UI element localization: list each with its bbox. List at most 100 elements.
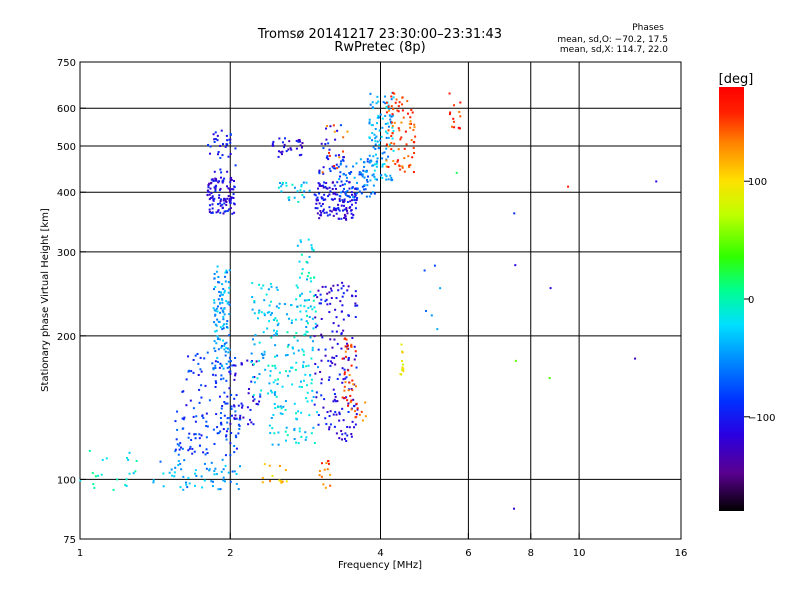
data-point <box>214 190 217 193</box>
data-point <box>229 199 232 202</box>
data-point <box>389 120 392 123</box>
data-point <box>282 405 285 408</box>
data-point <box>413 126 416 129</box>
data-point <box>311 340 314 343</box>
data-point <box>226 417 229 420</box>
data-point <box>347 369 350 372</box>
data-point <box>385 136 388 139</box>
data-point <box>351 337 354 340</box>
data-point <box>224 271 227 274</box>
data-point <box>351 199 354 202</box>
data-point <box>391 126 394 129</box>
data-point <box>213 473 216 476</box>
data-point <box>375 135 378 138</box>
data-point <box>227 360 230 363</box>
data-point <box>215 473 218 476</box>
data-point <box>268 424 271 427</box>
data-point <box>330 198 333 201</box>
data-point <box>280 153 283 156</box>
data-point <box>333 392 336 395</box>
data-point <box>93 486 96 489</box>
data-point <box>233 378 236 381</box>
data-point <box>224 454 227 457</box>
data-point <box>393 92 396 95</box>
data-point <box>94 475 97 478</box>
data-point <box>414 135 417 138</box>
data-point <box>281 385 284 388</box>
data-point <box>208 208 211 211</box>
data-point <box>345 206 348 209</box>
data-point <box>262 357 265 360</box>
data-point <box>235 473 238 476</box>
data-point <box>215 413 218 416</box>
data-point <box>285 313 288 316</box>
data-point <box>299 189 302 192</box>
data-point <box>318 302 321 305</box>
data-point <box>316 199 319 202</box>
data-point <box>316 411 319 414</box>
data-point <box>387 109 390 112</box>
data-point <box>267 364 270 367</box>
data-point <box>327 142 330 145</box>
data-point <box>342 378 345 381</box>
data-point <box>283 146 286 149</box>
data-point <box>381 152 384 155</box>
data-point <box>385 178 388 181</box>
data-point <box>350 171 353 174</box>
data-point <box>198 437 201 440</box>
data-point <box>346 434 349 437</box>
data-point <box>222 318 225 321</box>
data-point <box>221 203 224 206</box>
data-point <box>368 136 371 139</box>
data-point <box>214 313 217 316</box>
data-point <box>230 393 233 396</box>
data-point <box>366 175 369 178</box>
data-point <box>329 287 332 290</box>
data-point <box>335 163 338 166</box>
data-point <box>347 404 350 407</box>
data-point <box>312 327 315 330</box>
data-point <box>198 401 201 404</box>
data-point <box>338 200 341 203</box>
data-point <box>303 190 306 193</box>
data-point <box>293 438 296 441</box>
data-point <box>224 354 227 357</box>
data-point <box>338 175 341 178</box>
data-point <box>249 408 252 411</box>
data-point <box>203 462 206 465</box>
data-point <box>228 198 231 201</box>
data-point <box>225 362 228 365</box>
data-point <box>284 469 287 472</box>
data-point <box>332 322 335 325</box>
data-point <box>394 162 397 165</box>
data-point <box>253 300 256 303</box>
data-point <box>214 380 217 383</box>
data-point <box>312 426 315 429</box>
data-point <box>370 160 373 163</box>
data-point <box>246 359 249 362</box>
data-point <box>351 186 354 189</box>
data-point <box>298 427 301 430</box>
data-point <box>331 181 334 184</box>
data-point <box>339 124 342 127</box>
data-point <box>213 301 216 304</box>
data-point <box>346 209 349 212</box>
data-point <box>341 304 344 307</box>
data-point <box>332 208 335 211</box>
data-point <box>277 431 280 434</box>
data-point <box>374 178 377 181</box>
data-point <box>320 196 323 199</box>
data-point <box>228 348 231 351</box>
data-point <box>285 426 288 429</box>
data-point <box>380 174 383 177</box>
data-point <box>413 141 416 144</box>
data-point <box>412 171 415 174</box>
data-point <box>211 196 214 199</box>
data-point <box>313 335 316 338</box>
data-point <box>344 381 347 384</box>
data-point <box>274 379 277 382</box>
data-point <box>365 170 368 173</box>
data-point <box>318 469 321 472</box>
data-point <box>301 142 304 145</box>
data-point <box>125 484 128 487</box>
